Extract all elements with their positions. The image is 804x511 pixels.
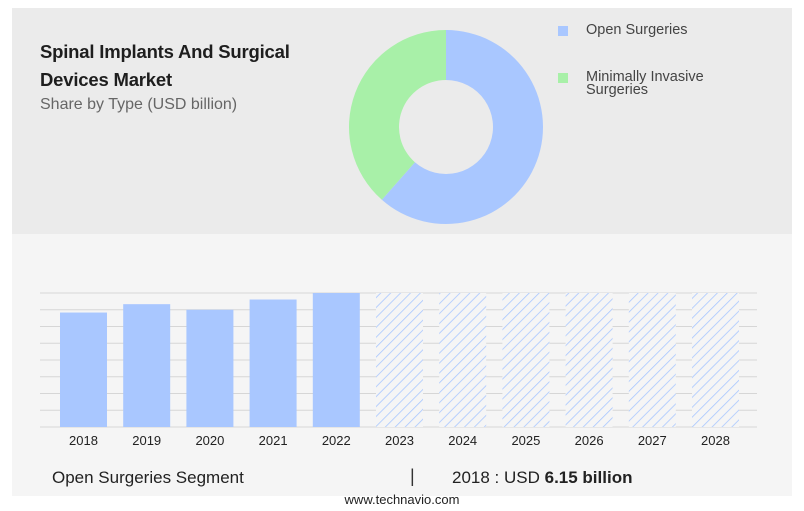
- bar-2021: [249, 299, 297, 427]
- x-tick-label-2028: 2028: [701, 433, 730, 448]
- legend-label-minimally-invasive-line-2: Surgeries: [586, 82, 649, 98]
- x-tick-label-2020: 2020: [195, 433, 224, 448]
- segment-value-prefix: 2018 : USD: [452, 468, 545, 487]
- donut-chart: [348, 29, 543, 224]
- x-tick-label-2025: 2025: [511, 433, 540, 448]
- legend-label-open-surgeries: Open Surgeries: [586, 22, 688, 38]
- bar-2018: [60, 312, 107, 427]
- chart-subtitle: Share by Type (USD billion): [40, 96, 238, 113]
- bar-forecast-2028: [692, 293, 739, 427]
- bar-forecast-2026: [565, 293, 613, 427]
- bar-forecast-2024: [439, 293, 487, 427]
- footer-separator: |: [410, 466, 415, 486]
- x-tick-label-2019: 2019: [132, 433, 161, 448]
- legend-label-minimally-invasive: Minimally Invasive Surgeries: [586, 69, 704, 98]
- donut-slice-open-surgeries: [381, 30, 543, 224]
- bar-chart-x-tick-labels: 2018 2019 2020 2021 2022 2023 2024 2025 2026 2027…: [69, 433, 730, 448]
- x-tick-label-2026: 2026: [575, 433, 604, 448]
- x-tick-label-2021: 2021: [259, 433, 288, 448]
- x-tick-label-2027: 2027: [638, 433, 667, 448]
- legend-label-open-surgeries-line-1: Open Surgeries: [586, 22, 688, 38]
- donut-slice-minimally-invasive-surgeries: [348, 29, 446, 200]
- bar-forecast-2023: [376, 293, 423, 427]
- bar-forecast-2025: [502, 293, 550, 427]
- x-tick-label-2018: 2018: [69, 433, 98, 448]
- legend-swatch-minimally-invasive: [558, 73, 568, 83]
- bar-2019: [123, 304, 171, 427]
- x-tick-label-2022: 2022: [322, 433, 351, 448]
- bar-2020: [186, 309, 234, 427]
- legend-label-minimally-invasive-line-1: Minimally Invasive: [586, 69, 704, 85]
- chart-title-line-1: Spinal Implants And Surgical: [40, 41, 290, 62]
- segment-value-amount: 6.15 billion: [544, 468, 633, 487]
- x-tick-label-2023: 2023: [385, 433, 414, 448]
- source-link[interactable]: www.technavio.com: [344, 492, 460, 507]
- bar-forecast-2027: [628, 293, 676, 427]
- segment-label: Open Surgeries Segment: [52, 468, 244, 487]
- x-tick-label-2024: 2024: [448, 433, 477, 448]
- bar-2022: [312, 293, 360, 427]
- bar-chart-bars: [60, 293, 739, 427]
- legend-swatch-open-surgeries: [558, 26, 568, 36]
- chart-title: Spinal Implants And Surgical Devices Mar…: [40, 38, 340, 94]
- chart-title-line-2: Devices Market: [40, 69, 172, 90]
- segment-value: 2018 : USD 6.15 billion: [452, 468, 632, 488]
